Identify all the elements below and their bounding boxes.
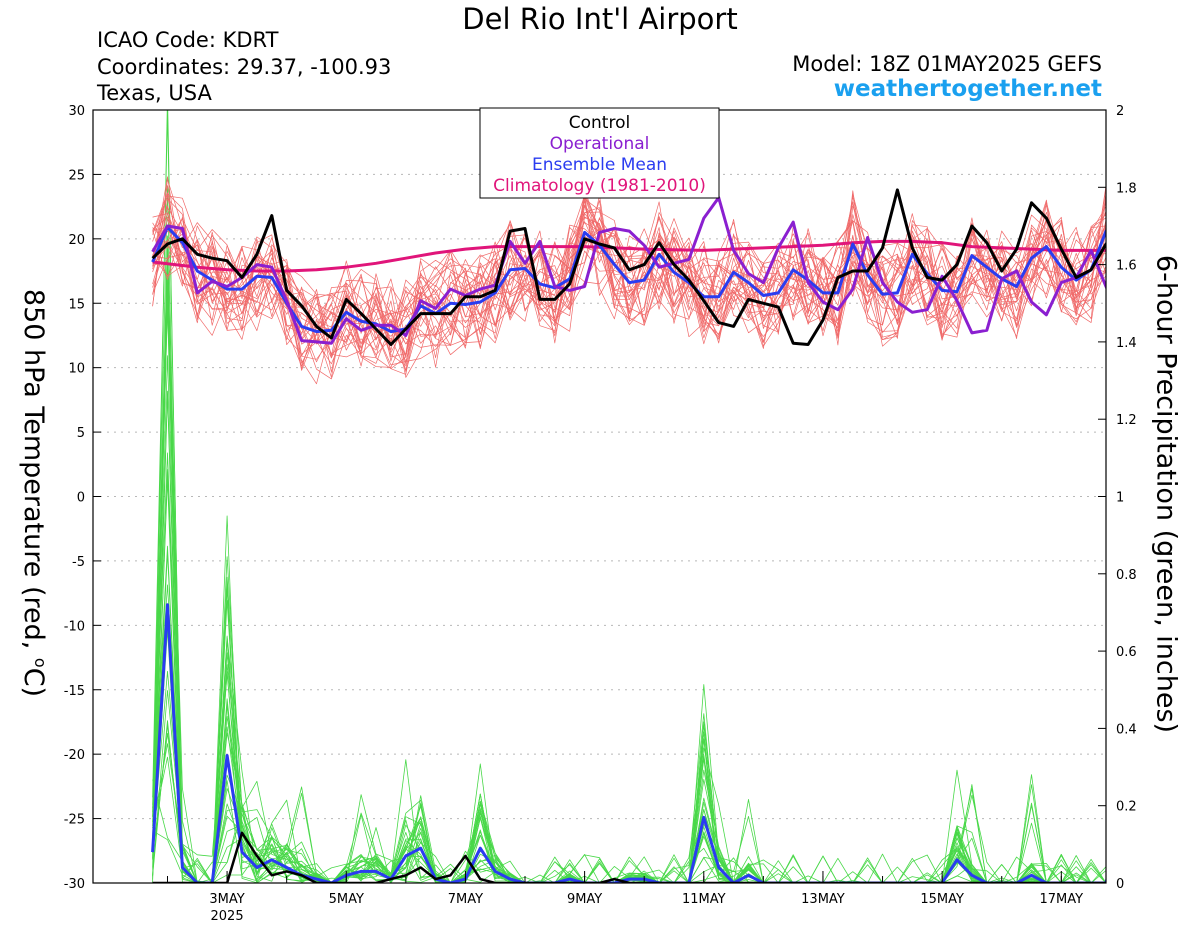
precip-member-line [152, 600, 1106, 883]
precip-member-line [152, 629, 1106, 883]
coordinates-label: Coordinates: 29.37, -100.93 [97, 55, 392, 79]
x-tick-label: 5MAY [329, 892, 364, 907]
y-tick-label: -25 [64, 813, 85, 828]
y-tick-label: -15 [64, 684, 85, 699]
precip-member-line [152, 355, 1106, 883]
precip-member-line [152, 670, 1106, 883]
precip-member-line [152, 468, 1106, 883]
temperature-member-line [152, 227, 1106, 351]
control-line [151, 188, 1106, 346]
temperature-main-series [151, 188, 1106, 346]
y2-tick-label: 0.8 [1116, 568, 1137, 583]
x-tick-label: 15MAY [920, 892, 964, 907]
chart-axes: 302520151050-5-10-15-20-25-3021.81.61.41… [64, 104, 1137, 924]
y2-tick-label: 0 [1116, 877, 1124, 892]
operational-line [151, 196, 1106, 345]
precip-member-line [152, 690, 1106, 883]
temperature-member-line [152, 218, 1106, 385]
y-tick-label: 30 [68, 104, 85, 119]
y2-tick-label: 1 [1116, 491, 1124, 506]
legend-entry: Ensemble Mean [532, 155, 667, 175]
y2-tick-label: 1.4 [1116, 336, 1137, 351]
precip-member-line [152, 452, 1106, 883]
x-tick-sublabel: 2025 [211, 909, 244, 924]
precip-member-line [152, 307, 1106, 883]
y-tick-label: -10 [64, 619, 85, 634]
temperature-member-line [152, 199, 1106, 356]
x-tick-label: 11MAY [682, 892, 726, 907]
y-tick-label: -5 [72, 555, 85, 570]
y2-tick-label: 1.8 [1116, 181, 1137, 196]
icao-code-label: ICAO Code: KDRT [97, 28, 279, 52]
y2-tick-label: 1.2 [1116, 413, 1137, 428]
y2-tick-label: 2 [1116, 104, 1124, 119]
temperature-member-line [152, 196, 1106, 359]
y-tick-label: 10 [68, 362, 85, 377]
x-tick-label: 7MAY [448, 892, 483, 907]
y-axis-title-right: 6-hour Precipitation (green, inches) [1150, 254, 1182, 734]
climatology-line [152, 239, 1106, 273]
y-tick-label: 0 [77, 491, 85, 506]
precip-member-line [152, 671, 1106, 883]
precip-member-line [152, 235, 1106, 883]
y2-tick-label: 0.4 [1116, 722, 1137, 737]
y-tick-label: 15 [68, 297, 85, 312]
precip-member-line [152, 515, 1106, 883]
y2-tick-label: 1.6 [1116, 259, 1137, 274]
y-tick-label: -20 [64, 748, 85, 763]
chart-title: Del Rio Int'l Airport [462, 2, 738, 36]
temperature-member-line [152, 195, 1106, 364]
temperature-member-line [152, 211, 1106, 353]
model-run-label: Model: 18Z 01MAY2025 GEFS [792, 52, 1102, 76]
ensemble-mean-line [151, 225, 1106, 334]
precip-member-line [152, 258, 1106, 883]
temperature-member-line [152, 201, 1106, 356]
x-tick-label: 3MAY [209, 892, 244, 907]
y-tick-label: -30 [64, 877, 85, 892]
precip-member-line [152, 479, 1106, 883]
precip-ensemble-mean-line [151, 603, 1106, 883]
x-tick-label: 9MAY [567, 892, 602, 907]
temperature-member-line [152, 196, 1106, 380]
temperature-member-line [152, 193, 1106, 349]
precip-member-line [152, 300, 1106, 883]
precip-member-line [152, 394, 1106, 883]
y2-tick-label: 0.6 [1116, 645, 1137, 660]
legend-entry: Operational [550, 134, 650, 154]
x-tick-label: 17MAY [1040, 892, 1084, 907]
website-link[interactable]: weathertogether.net [833, 76, 1102, 102]
y-tick-label: 20 [68, 233, 85, 248]
x-tick-label: 13MAY [801, 892, 845, 907]
region-label: Texas, USA [97, 81, 212, 105]
temperature-member-line [152, 178, 1106, 358]
precip-member-line [152, 284, 1106, 883]
legend-entry: Climatology (1981-2010) [493, 176, 706, 196]
temperature-member-line [152, 185, 1106, 371]
precip-member-line [152, 278, 1106, 883]
legend-entry: Control [569, 113, 630, 133]
y-tick-label: 5 [77, 426, 85, 441]
y-tick-label: 25 [68, 168, 85, 183]
precip-main-series [151, 603, 1106, 883]
temperature-member-line [152, 193, 1106, 378]
temperature-member-line [152, 194, 1106, 375]
legend-box [479, 107, 720, 199]
precip-member-line [152, 390, 1106, 883]
y2-tick-label: 0.2 [1116, 800, 1137, 815]
y-axis-title-left: 850 hPa Temperature (red, oC) [18, 288, 50, 698]
